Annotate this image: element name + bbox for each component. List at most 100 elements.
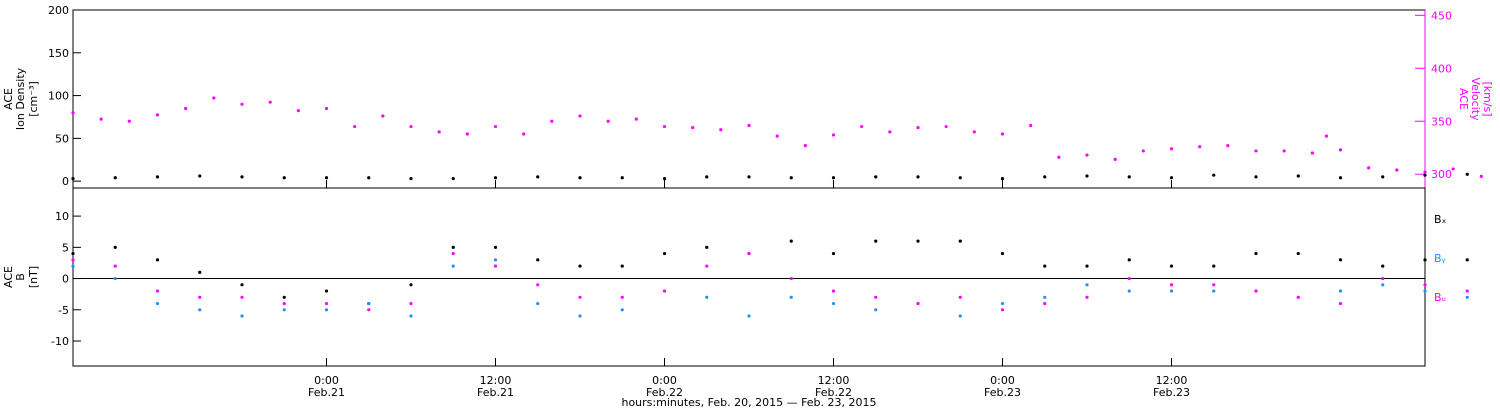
by-point [367, 301, 371, 306]
density-point [1085, 174, 1089, 178]
b-ylabel-line3: [nT] [27, 266, 40, 288]
bz-point [198, 295, 202, 299]
velocity-point [465, 132, 469, 136]
density-point [916, 175, 920, 179]
density-point [536, 175, 540, 179]
b-tick-label: -5 [58, 304, 69, 317]
density-velocity-panel: 0 50 100 150 200 300 350 400 450 ACE Ion Densit… [2, 4, 1494, 189]
legend-bx: Bₓ [1434, 213, 1447, 226]
bx-point [536, 258, 540, 262]
velocity-point [381, 114, 385, 118]
bx-point [1381, 264, 1385, 268]
bz-point [662, 289, 667, 293]
density-point [1212, 173, 1216, 177]
bz-point [1043, 301, 1047, 306]
velocity-ylabel-line1: ACE [1457, 88, 1470, 110]
time-axis: 0:00Feb.2112:00Feb.210:00Feb.2212:00Feb.… [308, 180, 1190, 399]
by-point [240, 314, 244, 318]
density-point [493, 176, 498, 180]
density-point [1465, 172, 1469, 176]
by-point [1127, 289, 1131, 293]
velocity-ylabel-line2: Velocity [1469, 77, 1482, 121]
density-point [705, 175, 709, 179]
bx-point [451, 245, 455, 249]
density-tick-label: 200 [48, 4, 69, 17]
bz-point [1296, 295, 1300, 299]
velocity-point [353, 124, 357, 129]
velocity-point [296, 109, 300, 113]
velocity-point [1395, 168, 1399, 172]
by-point [831, 301, 836, 306]
bz-point [1423, 283, 1427, 287]
velocity-point [775, 134, 779, 138]
by-point [1169, 289, 1174, 293]
magnetic-field-panel: -10 -5 0 5 10 ACE B [nT] Bₓ Bᵧ Bᵤ [2, 187, 1469, 367]
density-point [874, 175, 878, 179]
bx-point [831, 251, 836, 256]
density-point [324, 176, 329, 180]
bottom-panel-frame [72, 187, 1426, 367]
by-point [493, 258, 498, 262]
b-ylabel-line1: ACE [2, 266, 15, 288]
density-ylabel-line3: [cm⁻³] [27, 81, 40, 117]
velocity-point [1282, 149, 1286, 153]
velocity-point [240, 102, 244, 106]
bz-point [958, 295, 962, 299]
velocity-point [493, 124, 498, 129]
velocity-point [747, 123, 751, 128]
by-point [71, 264, 75, 268]
bz-point [1085, 295, 1089, 299]
velocity-point [437, 130, 441, 134]
density-point [578, 176, 582, 180]
by-point [747, 314, 751, 318]
date-tick-label: Feb.23 [984, 386, 1021, 399]
bx-point [282, 295, 286, 299]
velocity-point [1029, 123, 1033, 128]
density-tick-label: 50 [55, 132, 69, 145]
bx-point [1423, 258, 1427, 262]
by-point [155, 301, 160, 306]
velocity-point [916, 126, 920, 130]
velocity-point [888, 130, 892, 134]
velocity-point [972, 130, 976, 134]
velocity-point [1226, 144, 1230, 148]
density-point [789, 176, 793, 180]
density-point [198, 174, 202, 178]
time-tick-label: 12:00 [480, 374, 512, 387]
density-point [1000, 176, 1005, 181]
velocity-point [1451, 167, 1455, 171]
velocity-point [522, 132, 526, 136]
by-point [789, 295, 793, 299]
bz-point [282, 301, 286, 306]
by-point [1381, 283, 1385, 287]
density-point [155, 175, 160, 179]
velocity-point [550, 119, 554, 123]
bx-point [198, 270, 202, 274]
bx-point [620, 264, 624, 268]
density-tick-label: 100 [48, 90, 69, 103]
by-point [1423, 289, 1427, 293]
time-tick-label: 12:00 [818, 374, 850, 387]
time-tick-label: 0:00 [652, 374, 677, 387]
velocity-point [1000, 132, 1005, 136]
bz-point [155, 289, 160, 293]
b-tick-label: 5 [62, 241, 69, 254]
b-tick-label: 0 [62, 273, 69, 286]
bx-point [240, 283, 244, 287]
density-tick-label: 0 [62, 175, 69, 188]
velocity-point [1254, 149, 1258, 153]
by-point [324, 308, 329, 312]
velocity-point [1310, 151, 1314, 155]
x-axis-label: hours:minutes, Feb. 20, 2015 — Feb. 23, … [621, 396, 876, 409]
density-point [71, 176, 75, 181]
legend-bz: Bᵤ [1434, 291, 1446, 304]
velocity-point [634, 117, 638, 121]
velocity-point [1085, 153, 1089, 157]
velocity-point [578, 114, 582, 118]
density-point [1043, 175, 1047, 179]
velocity-point [1057, 155, 1061, 159]
velocity-point [1367, 166, 1371, 170]
bz-point [113, 264, 117, 268]
